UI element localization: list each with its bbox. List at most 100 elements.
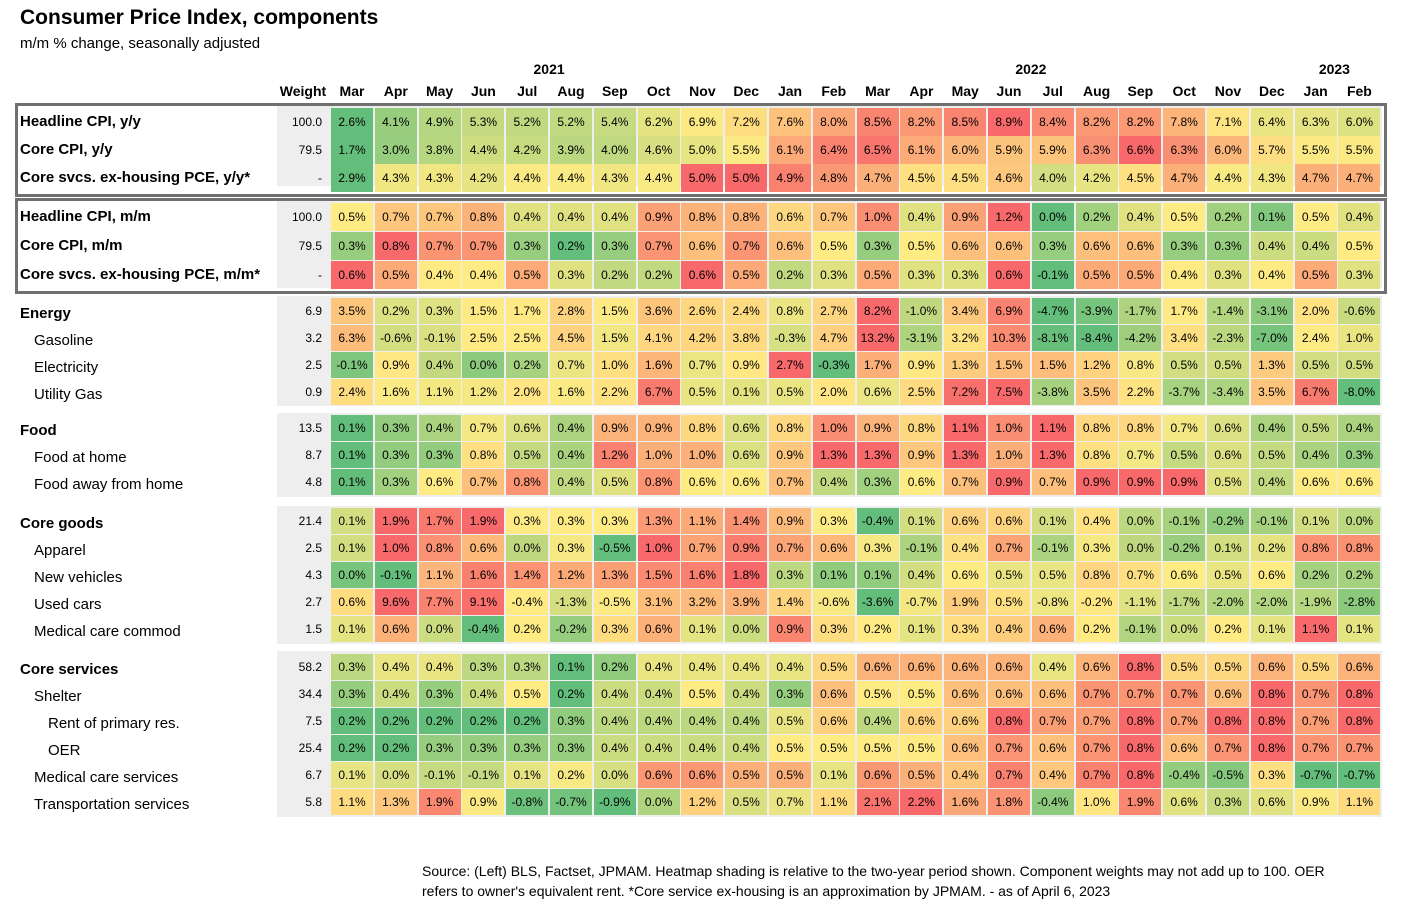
heatmap-cell: 0.8% xyxy=(769,298,811,324)
heatmap-cell: 1.3% xyxy=(1031,442,1074,468)
heatmap-cell: 0.9% xyxy=(725,535,768,561)
heatmap-cell: 0.7% xyxy=(1163,708,1206,734)
heatmap-cell: 5.9% xyxy=(1031,136,1074,164)
heatmap-cell: 2.4% xyxy=(725,298,768,324)
heatmap-cell: 1.6% xyxy=(637,352,680,378)
heatmap-cell: 1.6% xyxy=(681,562,724,588)
heatmap-cell: -0.1% xyxy=(1163,508,1206,534)
heatmap-cell: 0.5% xyxy=(812,232,855,260)
heatmap-cell: -0.2% xyxy=(1207,508,1249,534)
heatmap-cell: 0.6% xyxy=(681,232,724,260)
heatmap-cell: 6.4% xyxy=(1250,108,1293,136)
weight-value: 1.5 xyxy=(305,622,322,636)
heatmap-cell: 0.1% xyxy=(331,535,373,561)
heatmap-cell: 0.6% xyxy=(944,562,987,588)
heatmap-cell: 5.5% xyxy=(1338,136,1381,164)
heatmap-cell: 0.5% xyxy=(988,589,1030,615)
heatmap-cell: 1.3% xyxy=(637,508,680,534)
heatmap-cell: 0.5% xyxy=(725,762,768,788)
heatmap-cell: 0.6% xyxy=(1250,654,1293,680)
weight-value: 2.7 xyxy=(305,595,322,609)
heatmap-cell: 4.2% xyxy=(462,164,505,192)
heatmap-cell: -1.3% xyxy=(550,589,592,615)
heatmap-cell: 5.3% xyxy=(462,108,505,136)
heatmap-cell: 0.6% xyxy=(856,762,899,788)
heatmap-cell: 1.7% xyxy=(506,298,549,324)
heatmap-cell: 0.3% xyxy=(418,735,461,761)
heatmap-cell: 0.6% xyxy=(374,616,417,642)
heatmap-cell: 3.2% xyxy=(681,589,724,615)
heatmap-cell: 0.3% xyxy=(900,261,943,289)
heatmap-cell: -8.4% xyxy=(1075,325,1118,351)
heatmap-cell: 3.6% xyxy=(637,298,680,324)
heatmap-cell: 0.5% xyxy=(1338,352,1381,378)
heatmap-cell: 1.5% xyxy=(1031,352,1074,378)
heatmap-cell: 0.4% xyxy=(462,261,505,289)
heatmap-cell: 0.6% xyxy=(944,708,987,734)
heatmap-cell: 0.7% xyxy=(1294,735,1337,761)
heatmap-cell: 0.8% xyxy=(1119,352,1162,378)
heatmap-cell: 0.2% xyxy=(418,708,461,734)
heatmap-cell: 0.3% xyxy=(418,298,461,324)
heatmap-cell: 0.2% xyxy=(374,735,417,761)
heatmap-cell: 4.3% xyxy=(418,164,461,192)
heatmap-cell: 4.1% xyxy=(637,325,680,351)
heatmap-cell: 0.6% xyxy=(1338,654,1381,680)
heatmap-cell: 0.6% xyxy=(1031,616,1074,642)
heatmap-cell: 8.5% xyxy=(856,108,899,136)
heatmap-cell: 0.4% xyxy=(725,708,768,734)
heatmap-cell: 0.3% xyxy=(812,508,855,534)
heatmap-cell: 0.5% xyxy=(812,735,855,761)
heatmap-cell: 0.2% xyxy=(331,708,373,734)
heatmap-cell: 1.2% xyxy=(462,379,505,405)
heatmap-cell: 4.6% xyxy=(988,164,1030,192)
heatmap-cell: 0.2% xyxy=(1250,535,1293,561)
heatmap-cell: 0.4% xyxy=(725,654,768,680)
heatmap-cell: 0.3% xyxy=(1075,535,1118,561)
heatmap-cell: -7.0% xyxy=(1250,325,1293,351)
heatmap-cell: 0.1% xyxy=(1031,508,1074,534)
heatmap-cell: 0.7% xyxy=(1338,735,1381,761)
heatmap-cell: -0.9% xyxy=(593,789,636,815)
month-header: Mar xyxy=(865,83,891,99)
heatmap-cell: 1.1% xyxy=(812,789,855,815)
heatmap-cell: 0.3% xyxy=(462,735,505,761)
heatmap-cell: 4.2% xyxy=(506,136,549,164)
heatmap-cell: 5.0% xyxy=(725,164,768,192)
month-header: May xyxy=(951,83,979,99)
heatmap-cell: 0.7% xyxy=(1119,442,1162,468)
heatmap-cell: 6.2% xyxy=(637,108,680,136)
heatmap-cell: 1.3% xyxy=(944,352,987,378)
heatmap-cell: 4.2% xyxy=(1075,164,1118,192)
heatmap-cell: 0.0% xyxy=(418,616,461,642)
heatmap-cell: 0.6% xyxy=(1031,735,1074,761)
heatmap-cell: 0.8% xyxy=(1250,735,1293,761)
heatmap-cell: 2.7% xyxy=(812,298,855,324)
heatmap-cell: 0.3% xyxy=(1250,762,1293,788)
heatmap-cell: -0.8% xyxy=(1031,589,1074,615)
heatmap-cell: 1.6% xyxy=(462,562,505,588)
heatmap-cell: 3.1% xyxy=(637,589,680,615)
heatmap-cell: 1.9% xyxy=(374,508,417,534)
heatmap-cell: 8.5% xyxy=(944,108,987,136)
heatmap-cell: 0.5% xyxy=(1294,261,1337,289)
month-header: Jul xyxy=(517,83,538,99)
heatmap-cell: 0.9% xyxy=(462,789,505,815)
heatmap-cell: 0.6% xyxy=(1163,735,1206,761)
heatmap-cell: 0.4% xyxy=(1294,232,1337,260)
heatmap-cell: 8.9% xyxy=(988,108,1030,136)
heatmap-cell: 0.5% xyxy=(374,261,417,289)
heatmap-cell: 7.1% xyxy=(1207,108,1249,136)
heatmap-cell: 0.4% xyxy=(418,261,461,289)
heatmap-cell: 1.1% xyxy=(681,508,724,534)
heatmap-cell: 0.2% xyxy=(506,352,549,378)
heatmap-cell: 0.4% xyxy=(1294,442,1337,468)
heatmap-cell: 0.6% xyxy=(1207,415,1249,441)
heatmap-cell: 1.8% xyxy=(988,789,1030,815)
heatmap-cell: 0.6% xyxy=(1338,469,1381,495)
heatmap-cell: 0.5% xyxy=(1163,654,1206,680)
heatmap-cell: 1.0% xyxy=(988,415,1030,441)
heatmap-cell: 6.9% xyxy=(988,298,1030,324)
heatmap-cell: -3.1% xyxy=(1250,298,1293,324)
weight-value: 3.2 xyxy=(305,331,322,345)
